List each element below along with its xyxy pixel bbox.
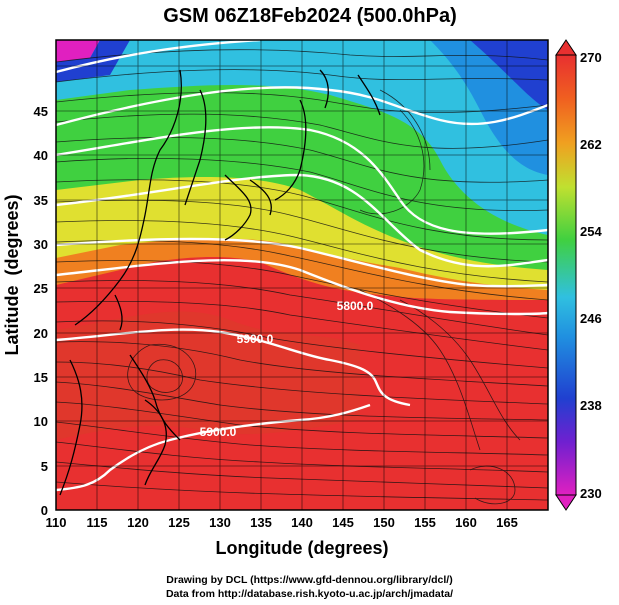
y-tick-label: 40 <box>34 148 48 163</box>
colorbar: 270 262 254 246 238 230 <box>555 39 602 511</box>
x-tick-label: 140 <box>291 515 313 530</box>
contour-label-5900-upper: 5900.0 <box>237 332 274 346</box>
colorbar-tick-label: 246 <box>580 311 602 326</box>
grid <box>56 40 548 510</box>
x-axis: 110 115 120 125 130 135 140 145 150 155 … <box>46 515 518 530</box>
colorbar-top-arrow <box>555 39 577 56</box>
x-tick-label: 155 <box>414 515 436 530</box>
y-axis: 0 5 10 15 20 25 30 35 40 45 <box>34 104 48 518</box>
plot-frame <box>55 39 549 511</box>
colorbar-tick-label: 238 <box>580 398 602 413</box>
colorbar-bottom-arrow <box>555 494 577 511</box>
x-tick-label: 150 <box>373 515 395 530</box>
data-source-credit: Data from http://database.rish.kyoto-u.a… <box>165 588 454 600</box>
y-tick-label: 5 <box>41 459 48 474</box>
x-tick-label: 160 <box>455 515 477 530</box>
y-axis-label: Latitude (degrees) <box>2 194 22 355</box>
x-tick-label: 130 <box>209 515 231 530</box>
y-tick-label: 15 <box>34 370 48 385</box>
colorbar-tick-label: 254 <box>580 224 602 239</box>
y-tick-label: 35 <box>34 193 48 208</box>
x-tick-label: 120 <box>127 515 149 530</box>
y-tick-label: 30 <box>34 237 48 252</box>
x-axis-label: Longitude (degrees) <box>215 538 388 558</box>
map-plot-area: 5800.0 5900.0 5900.0 <box>56 40 548 510</box>
y-tick-label: 45 <box>34 104 48 119</box>
y-tick-label: 20 <box>34 326 48 341</box>
colorbar-tick-label: 270 <box>580 50 602 65</box>
x-tick-label: 165 <box>496 515 518 530</box>
colorbar-tick-label: 262 <box>580 137 602 152</box>
x-tick-label: 115 <box>87 515 108 530</box>
x-tick-label: 145 <box>332 515 354 530</box>
x-tick-label: 125 <box>168 515 190 530</box>
y-tick-label: 0 <box>41 503 48 518</box>
chart-title: GSM 06Z18Feb2024 (500.0hPa) <box>163 5 456 27</box>
coastlines <box>59 69 381 496</box>
x-tick-label: 135 <box>250 515 272 530</box>
colorbar-scale <box>555 54 577 496</box>
x-tick-label: 110 <box>46 515 67 530</box>
y-tick-label: 25 <box>34 281 48 296</box>
contour-label-5800: 5800.0 <box>337 299 374 313</box>
contour-label-5900-lower: 5900.0 <box>200 425 237 439</box>
colorbar-tick-label: 230 <box>580 486 602 501</box>
drawing-credit: Drawing by DCL (https://www.gfd-dennou.o… <box>166 574 453 586</box>
y-tick-label: 10 <box>34 414 48 429</box>
